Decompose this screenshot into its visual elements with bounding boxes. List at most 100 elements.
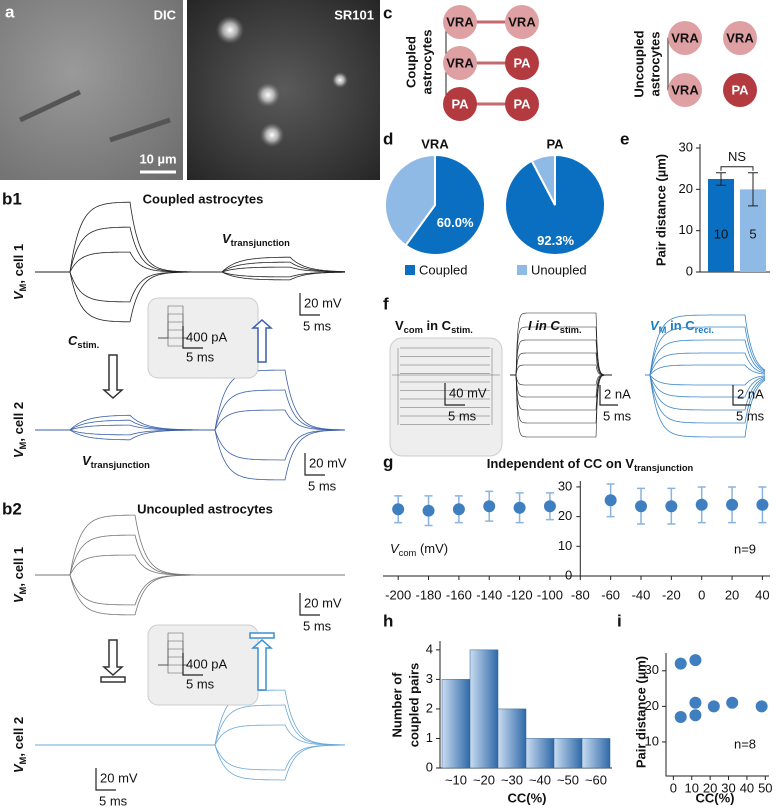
text-part: , cell 2 <box>11 402 26 442</box>
trace <box>645 374 766 386</box>
scale-label: 5 ms <box>303 618 332 633</box>
x-tick-label: -140 <box>476 587 502 602</box>
panel-label: b2 <box>2 499 22 518</box>
stim-frame <box>392 348 500 425</box>
panel-title: Uncoupled astrocytes <box>137 501 273 516</box>
panel-title: I in Cstim. <box>528 318 582 335</box>
x-tick-label: ~10 <box>445 772 467 787</box>
annotation: Vtransjunction <box>222 231 290 248</box>
point <box>665 500 678 513</box>
n-label: 10 <box>714 226 728 241</box>
chart-title: VRA <box>421 136 449 151</box>
group-label: astrocytes <box>419 29 434 94</box>
text-part: reci. <box>695 325 714 335</box>
x-tick-label: -120 <box>507 587 533 602</box>
scale-label: 20 mV <box>304 295 342 310</box>
text-part: V <box>11 593 26 603</box>
panel-title: Vcom in Cstim. <box>395 318 473 335</box>
text-part: V <box>11 448 26 458</box>
text-part: V <box>390 541 400 556</box>
text-part: V <box>82 453 92 468</box>
scale-bar <box>299 593 320 616</box>
x-tick-label: 40 <box>740 780 754 795</box>
x-tick-label: -100 <box>537 587 563 602</box>
scale-label: 10 µm <box>139 151 176 166</box>
trace <box>35 226 345 273</box>
scale-label: 5 ms <box>308 478 337 493</box>
text-part: M <box>18 441 28 449</box>
scale-bar <box>732 385 751 406</box>
y-axis-label: Pair distance (µm) <box>653 154 668 266</box>
y-tick-label: 0 <box>426 759 433 774</box>
scale-label: 400 pA <box>186 329 228 344</box>
x-tick-label: ~30 <box>501 772 523 787</box>
y-label: VM, cell 1 <box>11 244 28 300</box>
node-label: VRA <box>446 55 474 70</box>
y-label: VM, cell 2 <box>11 717 28 773</box>
block-bar <box>249 632 275 639</box>
trace <box>645 352 766 376</box>
y-tick-label: 1 <box>426 730 433 745</box>
bar <box>497 708 527 769</box>
y-tick-label: 10 <box>679 222 693 237</box>
y-axis-label: coupled pairs <box>406 663 421 748</box>
cell-blob <box>216 16 244 44</box>
trace <box>510 352 612 376</box>
node-label: PA <box>731 82 749 97</box>
text-part: V <box>395 318 404 333</box>
scale-bar <box>95 768 116 791</box>
stim-step <box>158 664 188 674</box>
cell-blob <box>256 83 280 107</box>
text-part: , cell 1 <box>11 547 26 587</box>
text-part: stim. <box>451 325 473 335</box>
point <box>674 657 687 670</box>
cell-node <box>668 21 702 55</box>
panel-label: b1 <box>2 189 22 208</box>
scale-label: 40 mV <box>449 385 487 400</box>
trace <box>510 374 612 411</box>
x-tick-label: 10 <box>685 780 699 795</box>
scale-bar <box>182 326 203 349</box>
y-tick-label: 10 <box>558 538 572 553</box>
point <box>689 654 702 667</box>
text-part: transjunction <box>91 460 150 470</box>
x-tick-label: ~50 <box>557 772 579 787</box>
y-tick-label: 30 <box>679 139 693 154</box>
panel-label: g <box>383 452 393 471</box>
trace <box>35 369 346 431</box>
cell-node <box>443 46 477 80</box>
trace <box>510 374 612 438</box>
x-tick-label: 20 <box>703 780 717 795</box>
text-part: I in C <box>528 318 560 333</box>
axis <box>665 653 769 777</box>
point <box>604 494 617 507</box>
bar <box>581 738 611 769</box>
annotation: Cstim. <box>68 333 99 350</box>
panel-label: e <box>620 129 629 148</box>
scale-label: 5 ms <box>303 318 332 333</box>
x-tick-label: -40 <box>632 587 651 602</box>
y-tick-label: 4 <box>426 641 433 656</box>
trace <box>510 364 612 376</box>
chart-title: PA <box>546 136 564 151</box>
text-part: in C <box>666 318 695 333</box>
annotation: NS <box>728 149 746 164</box>
panel-label: c <box>383 3 392 22</box>
pie-slice <box>530 153 556 206</box>
scale-label: 5 ms <box>603 408 632 423</box>
text-part: (mV) <box>416 541 448 556</box>
significance-bracket <box>720 166 754 171</box>
node-label: VRA <box>726 30 754 45</box>
y-tick-label: 20 <box>679 181 693 196</box>
y-tick-label: 30 <box>558 478 572 493</box>
point <box>756 498 769 511</box>
group-label: Coupled <box>403 36 418 88</box>
scale-label: 5 ms <box>448 408 477 423</box>
node-label: VRA <box>446 14 474 29</box>
annotation: Vtransjunction <box>82 453 150 470</box>
inset-box <box>389 337 503 457</box>
image-label: DIC <box>154 7 177 22</box>
scale-bar <box>304 453 325 476</box>
trace <box>35 271 345 323</box>
